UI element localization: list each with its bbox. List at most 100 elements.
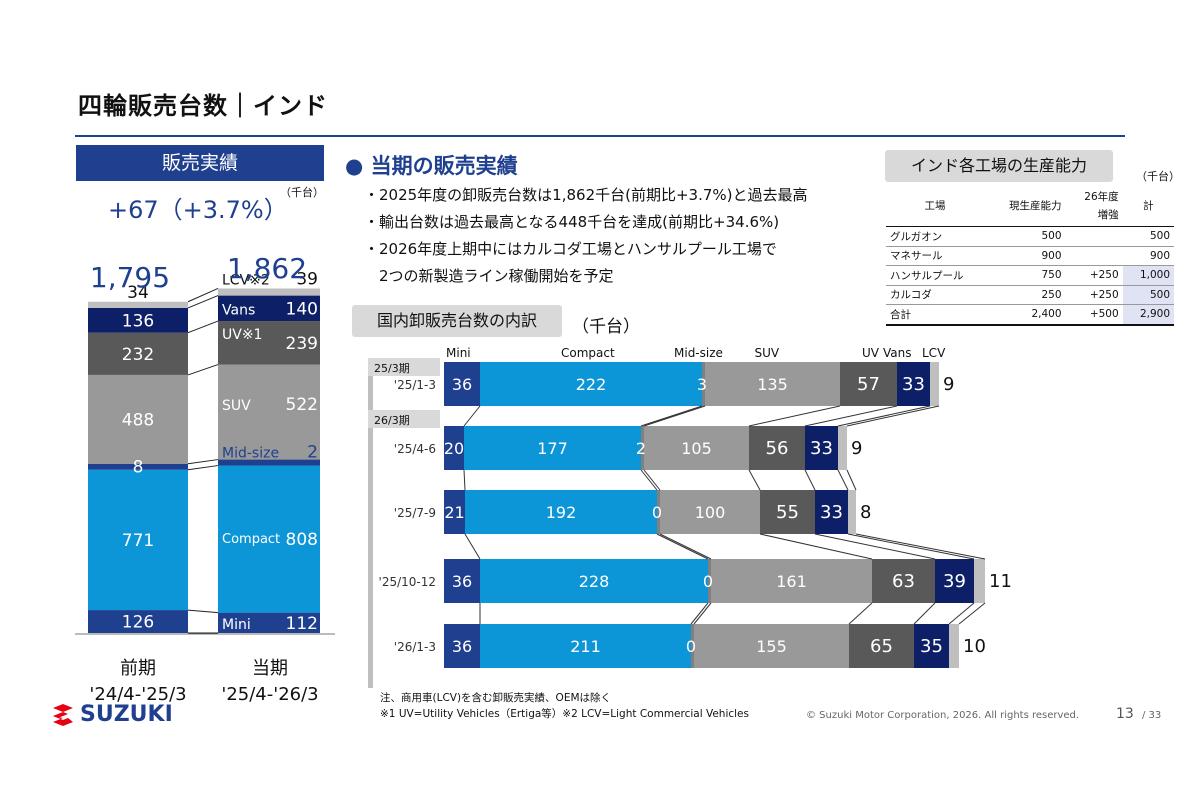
data-label: 65 bbox=[870, 636, 893, 657]
factory-name: グルガオン bbox=[886, 226, 984, 247]
total-value: 500 bbox=[1122, 285, 1174, 305]
factory-name: 合計 bbox=[886, 304, 984, 326]
bar-segment-vans bbox=[805, 426, 838, 470]
note-line-1: 注、商用車(LCV)を含む卸販売実績、OEMは除く bbox=[380, 692, 612, 704]
expansion-value: +500 bbox=[1065, 304, 1123, 326]
capacity-badge: インド各工場の生産能力 bbox=[885, 150, 1113, 182]
bar-segment-uv bbox=[840, 362, 897, 406]
bar-segment-uv bbox=[872, 559, 935, 603]
data-label: 100 bbox=[695, 503, 726, 522]
bar-segment-suv bbox=[694, 624, 849, 668]
capacity-value: 250 bbox=[984, 285, 1066, 305]
data-label-curr: 112 bbox=[286, 614, 318, 634]
table-row-total: 合計 2,400 +500 2,900 bbox=[886, 304, 1174, 326]
connector-line bbox=[187, 364, 219, 376]
legend-label: SUV bbox=[755, 346, 780, 360]
table-row: グルガオン 500 500 bbox=[886, 226, 1174, 247]
bar-segment-lcv bbox=[930, 362, 939, 406]
capacity-value: 2,400 bbox=[984, 304, 1066, 326]
connector-line bbox=[847, 533, 975, 560]
bar-segment-suv bbox=[88, 374, 188, 464]
bar-segment-mid-size bbox=[88, 463, 188, 470]
connector-line bbox=[640, 405, 703, 427]
bar-segment-mid-size bbox=[702, 362, 705, 406]
bar-segment-lcv bbox=[88, 301, 188, 308]
data-label: 35 bbox=[920, 636, 943, 657]
expansion-value: +250 bbox=[1065, 285, 1123, 305]
period-label-curr: 当期 '25/4-'26/3 bbox=[215, 656, 325, 708]
category-label: '25/1-3 bbox=[394, 378, 436, 392]
capacity-unit: （千台） bbox=[1136, 170, 1180, 183]
connector-line bbox=[187, 320, 219, 334]
bar-segment-suv bbox=[644, 426, 749, 470]
data-label: 161 bbox=[776, 572, 807, 591]
data-label-curr: 2 bbox=[307, 443, 318, 463]
series-label: LCV※2 bbox=[222, 272, 270, 288]
table-row: マネサール 900 900 bbox=[886, 246, 1174, 266]
category-label: '25/10-12 bbox=[379, 575, 436, 589]
legend-label: LCV bbox=[922, 346, 946, 360]
connector-line bbox=[748, 405, 841, 427]
connector-line bbox=[837, 405, 931, 427]
data-label: 228 bbox=[579, 572, 610, 591]
annual-stacked-chart: 126 771 8 488 232 136 34 112 Mini 808 Compact 2 Mid-… bbox=[75, 252, 335, 635]
legend-label: UV bbox=[862, 346, 880, 360]
data-label: 55 bbox=[776, 502, 799, 523]
data-label-curr: 140 bbox=[286, 299, 318, 319]
period-prev-line2: '24/4-'25/3 bbox=[89, 684, 187, 705]
bar-segment-mini bbox=[444, 624, 480, 668]
data-label: 33 bbox=[810, 438, 833, 459]
legend-label: Mid-size bbox=[674, 346, 723, 360]
data-label: 57 bbox=[857, 374, 880, 395]
data-label-curr: 808 bbox=[286, 530, 318, 550]
total-value: 900 bbox=[1122, 246, 1174, 266]
data-label: 105 bbox=[681, 439, 712, 458]
capacity-header-row: 工場 現生産能力 26年度 増強 計 bbox=[886, 186, 1174, 227]
group-label-curr-bg bbox=[368, 410, 440, 428]
series-label: Mini bbox=[222, 617, 251, 633]
bullet-2: ・輸出台数は過去最高となる448千台を達成(前期比+34.6%) bbox=[364, 213, 780, 231]
series-label: Compact bbox=[222, 532, 280, 547]
connector-line bbox=[846, 405, 940, 427]
capacity-table: 工場 現生産能力 26年度 増強 計 グルガオン 500 500 マネサール 9… bbox=[886, 186, 1174, 326]
col-expansion: 26年度 増強 bbox=[1065, 186, 1123, 227]
category-label: '25/4-6 bbox=[394, 442, 436, 456]
bar-segment-mini bbox=[218, 612, 320, 633]
bullet-3: ・2026年度上期中にはカルコダ工場とハンサルプール工場で bbox=[364, 240, 777, 258]
factory-name: マネサール bbox=[886, 246, 984, 266]
bar-segment-mid-size bbox=[641, 426, 644, 470]
data-label-prev: 126 bbox=[122, 613, 154, 633]
col-total: 計 bbox=[1122, 186, 1174, 227]
factory-name: ハンサルプール bbox=[886, 265, 984, 286]
bar-segment-mid-size bbox=[691, 624, 694, 668]
bar-segment-mini bbox=[444, 490, 465, 534]
data-label-curr: 522 bbox=[286, 395, 318, 415]
period-bracket bbox=[368, 358, 373, 688]
col-factory: 工場 bbox=[886, 186, 984, 227]
data-label: 8 bbox=[860, 502, 871, 523]
bar-segment-mid-size bbox=[218, 459, 320, 466]
series-label: Mid-size bbox=[222, 446, 279, 462]
connector-line bbox=[804, 405, 898, 427]
quarterly-stacked-chart: 25/3期 26/3期 '25/1-3 '25/4-6 '25/7-9 '25/10-12… bbox=[368, 346, 1012, 688]
connector-line bbox=[187, 459, 219, 465]
bar-segment-mini bbox=[444, 426, 464, 470]
category-label: '25/7-9 bbox=[394, 506, 436, 520]
table-row: カルコダ 250 +250 500 bbox=[886, 285, 1174, 305]
total-value: 2,900 bbox=[1122, 304, 1174, 326]
connector-line bbox=[759, 533, 873, 560]
suzuki-s-icon bbox=[53, 703, 73, 726]
data-label: 192 bbox=[546, 503, 577, 522]
group-label-prev-bg bbox=[368, 358, 440, 376]
period-curr-line1: 当期 bbox=[252, 658, 288, 679]
sales-results-badge: 販売実績 bbox=[76, 145, 324, 181]
data-label: 20 bbox=[444, 439, 464, 458]
connector-line bbox=[913, 602, 936, 625]
data-label-curr: 39 bbox=[296, 269, 318, 289]
data-label-prev: 136 bbox=[122, 311, 154, 331]
legend-label: Vans bbox=[883, 346, 912, 360]
data-label: 155 bbox=[756, 637, 787, 656]
connector-line bbox=[187, 465, 219, 471]
capacity-value: 500 bbox=[984, 226, 1066, 247]
title-divider bbox=[75, 135, 1125, 137]
